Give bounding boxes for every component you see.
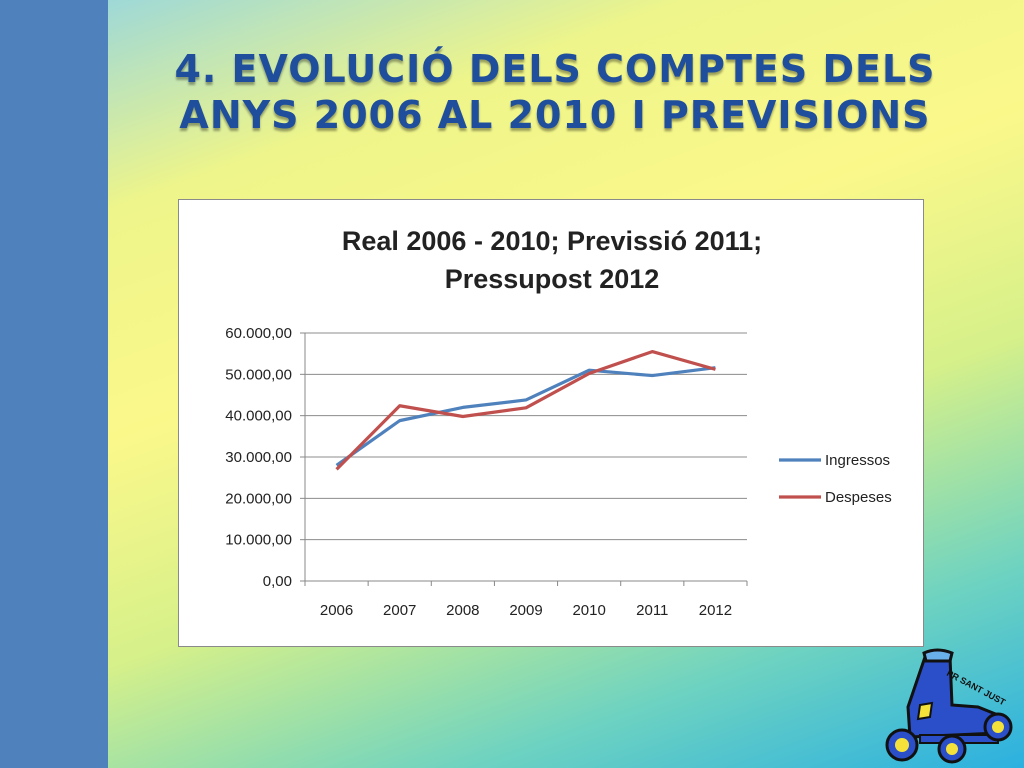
line-chart: 0,00 10.000,00 20.000,00 30.000,00 40.000,00… — [225, 325, 892, 619]
chart-container: Real 2006 - 2010; Previssió 2011; Pressu… — [178, 199, 924, 647]
x-tick-label: 2007 — [383, 602, 416, 619]
chart-title-line-1: Real 2006 - 2010; Previssió 2011; — [341, 226, 763, 256]
y-tick-label: 10.000,00 — [225, 532, 292, 549]
y-tick-label: 0,00 — [263, 573, 292, 590]
slide-title-line-1: 4. EVOLUCIÓ DELS COMPTES DELS — [174, 47, 936, 91]
legend-label-ingressos: Ingressos — [825, 452, 890, 469]
series-line-ingressos — [335, 366, 716, 467]
y-tick-label: 30.000,00 — [225, 449, 292, 466]
legend-label-despeses: Despeses — [825, 489, 892, 506]
y-tick-label: 40.000,00 — [225, 408, 292, 425]
x-tick-label: 2006 — [320, 602, 353, 619]
y-tick-label: 60.000,00 — [225, 325, 292, 342]
x-tick-label: 2008 — [446, 602, 479, 619]
slide-title: 4. EVOLUCIÓ DELS COMPTES DELS ANYS 2006 … — [150, 46, 960, 138]
chart-title-line-2: Pressupost 2012 — [444, 264, 660, 294]
y-tick-label: 50.000,00 — [225, 366, 292, 383]
chart-title: Real 2006 - 2010; Previssió 2011; Pressu… — [179, 222, 925, 298]
slide-title-line-2: ANYS 2006 AL 2010 I PREVISIONS — [179, 93, 931, 137]
y-tick-label: 20.000,00 — [225, 490, 292, 507]
roller-skate-logo: PR SANT JUST — [885, 648, 1013, 764]
series-line-despeses — [335, 350, 716, 471]
x-tick-label: 2009 — [509, 602, 542, 619]
x-tick-label: 2012 — [699, 602, 732, 619]
logo-text: PR SANT JUST — [945, 668, 1008, 708]
left-accent-bar — [0, 0, 108, 768]
x-tick-label: 2010 — [572, 602, 605, 619]
x-tick-label: 2011 — [636, 602, 668, 619]
